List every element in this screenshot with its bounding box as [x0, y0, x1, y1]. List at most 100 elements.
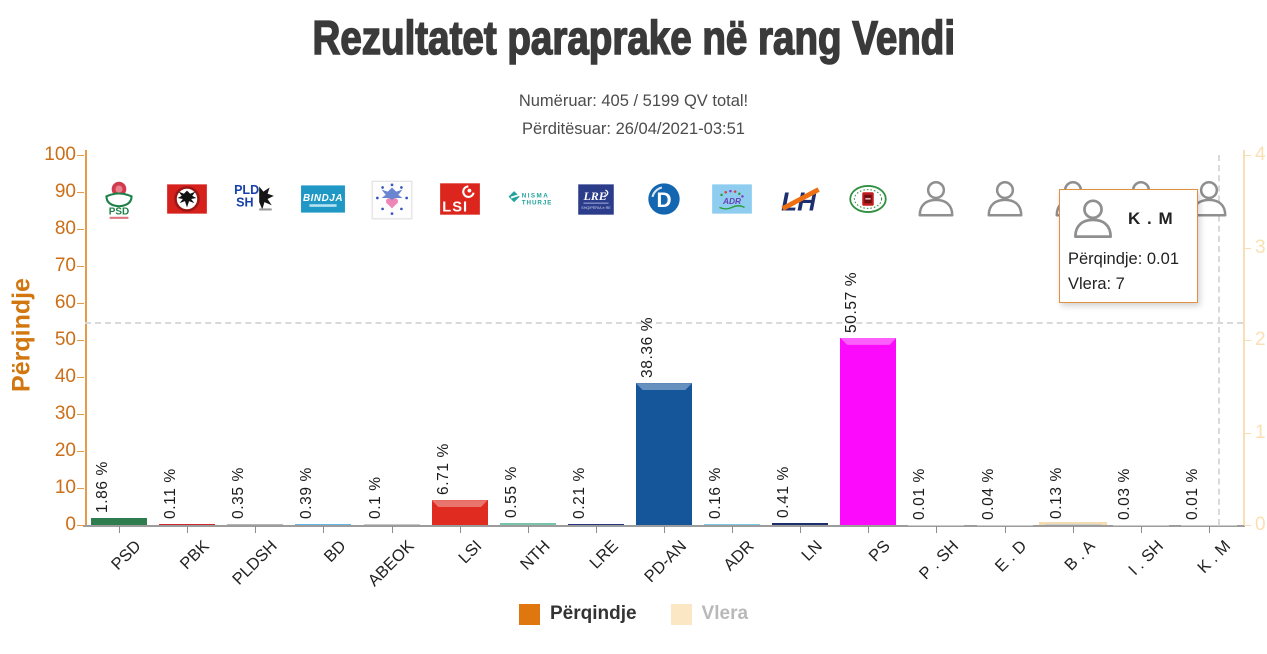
x-axis-tick-mark	[323, 526, 325, 533]
bar-i-sh[interactable]	[1112, 524, 1169, 525]
x-axis-tick-mark	[187, 526, 189, 533]
svg-text:ADR: ADR	[722, 196, 741, 206]
x-axis-tick-mark	[1004, 526, 1006, 533]
bar-value-label: 50.57 %	[843, 271, 861, 333]
svg-text:SH: SH	[236, 195, 253, 209]
bar-lre[interactable]	[567, 523, 624, 525]
bar-pd-an[interactable]	[636, 383, 692, 525]
bar-value-label: 0.21 %	[570, 466, 588, 519]
bindja-logo: BINDJA	[300, 176, 346, 222]
x-axis-tick-mark	[1072, 526, 1074, 533]
bar-value-label: 0.35 %	[230, 466, 248, 519]
y-axis-tick-mark-left	[77, 414, 84, 415]
y-axis-tick-mark-right	[1244, 340, 1251, 341]
bar-nth[interactable]	[499, 522, 556, 525]
bar-value-label: 6.71 %	[434, 443, 452, 496]
pbk-logo	[164, 176, 210, 222]
abeok-logo	[369, 176, 415, 222]
svg-text:PLD: PLD	[234, 183, 259, 197]
bar-ln[interactable]	[772, 523, 829, 525]
y-axis-tick-mark-left	[77, 266, 84, 267]
x-axis-label-p-sh: P . SH	[915, 537, 963, 584]
svg-text:THURJE: THURJE	[521, 200, 550, 207]
nisma-thurje-logo: NISMA THURJE	[505, 176, 551, 222]
cursor-crosshair-horizontal	[85, 321, 1243, 324]
avatar-icon	[1068, 194, 1118, 244]
bar-psd[interactable]	[91, 518, 148, 525]
x-axis-label-bd: BD	[320, 537, 350, 566]
updated-timestamp-text: Përditësuar: 26/04/2021-03:51	[522, 120, 745, 138]
y-axis-tick-mark-left	[77, 229, 84, 230]
avatar-icon	[913, 176, 959, 222]
bar-adr[interactable]	[704, 523, 761, 525]
y-axis-tick-mark-left	[77, 303, 84, 304]
y-axis-tick-label-right: 2	[1255, 329, 1266, 350]
bar-value-label: 0.04 %	[979, 467, 997, 520]
y-axis-tick-label-left: 20	[54, 440, 76, 461]
y-axis-tick-label-left: 0	[65, 514, 76, 535]
right-y-axis-line	[1243, 150, 1245, 527]
bar-e-d[interactable]	[976, 524, 1033, 525]
bar-ps[interactable]	[840, 337, 897, 525]
x-axis-tick-mark	[868, 526, 870, 533]
legend-swatch-vlera	[670, 603, 692, 625]
bar-pldsh[interactable]	[227, 523, 284, 525]
bar-bd[interactable]	[295, 523, 352, 525]
x-axis-tick-mark	[936, 526, 938, 533]
y-axis-tick-mark-left	[77, 525, 84, 526]
lre-logo: LRE SHQIPËRIA e RE	[573, 176, 619, 222]
x-axis-label-ln: LN	[798, 537, 826, 565]
adr-logo: ADR	[709, 176, 755, 222]
x-axis-label-k-m: K . M	[1194, 537, 1235, 577]
legend-item-vlera[interactable]: Vlera	[670, 603, 748, 625]
pldsh-logo: PLD SH	[232, 176, 278, 222]
svg-text:BINDJA: BINDJA	[303, 193, 343, 204]
ln-logo: LH	[777, 176, 823, 222]
legend-item-perqindje[interactable]: Përqindje	[518, 603, 637, 625]
svg-text:PSD: PSD	[109, 207, 129, 218]
y-axis-tick-mark-right	[1244, 155, 1251, 156]
chart-tooltip: K . M Përqindje: 0.01 Vlera: 7	[1059, 189, 1198, 303]
tooltip-perqindje-line: Përqindje: 0.01	[1068, 250, 1179, 268]
x-axis-label-lre: LRE	[586, 537, 622, 573]
y-axis-tick-label-right: 3	[1255, 236, 1266, 258]
bar-value-label: 1.86 %	[94, 461, 112, 514]
bar-k-m[interactable]	[1180, 524, 1237, 525]
x-axis-label-e-d: E . D	[991, 537, 1031, 576]
bar-value-label: 0.13 %	[1047, 466, 1065, 519]
x-axis-tick-mark	[255, 526, 257, 533]
y-axis-tick-label-right: 1	[1255, 421, 1266, 443]
bar-value-label: 0.16 %	[707, 466, 725, 519]
bar-lsi[interactable]	[431, 500, 488, 525]
x-axis-label-i-sh: I . SH	[1124, 537, 1167, 579]
svg-text:SHQIPËRIA e RE: SHQIPËRIA e RE	[581, 206, 611, 210]
bar-value-label: 0.01 %	[1183, 467, 1201, 520]
y-axis-tick-mark-left	[77, 488, 84, 489]
ps-logo	[845, 176, 891, 222]
y-axis-tick-label-left: 30	[54, 403, 76, 424]
y-axis-tick-mark-left	[77, 377, 84, 378]
pd-logo: D	[641, 176, 687, 222]
x-axis-tick-mark	[595, 526, 597, 533]
svg-text:LSI: LSI	[442, 200, 468, 216]
x-axis-label-pd-an: PD-AN	[640, 537, 690, 587]
x-axis-label-b-a: B . A	[1061, 537, 1099, 575]
x-axis-tick-mark	[1140, 526, 1142, 533]
x-axis-label-pbk: PBK	[176, 537, 213, 574]
y-axis-tick-mark-right	[1244, 525, 1251, 526]
x-axis-tick-mark	[664, 526, 665, 533]
y-axis-tick-mark-left	[77, 340, 84, 341]
bar-abeok[interactable]	[363, 523, 420, 525]
x-axis-label-pldsh: PLDSH	[229, 537, 282, 589]
y-axis-tick-label-left: 50	[54, 329, 76, 350]
x-axis-label-psd: PSD	[108, 537, 145, 574]
bar-b-a[interactable]	[1044, 523, 1101, 525]
x-axis-tick-mark	[391, 526, 393, 533]
y-axis-tick-label-left: 40	[54, 366, 76, 387]
y-axis-tick-mark-left	[77, 155, 84, 156]
tooltip-party-name: K . M	[1128, 209, 1174, 228]
svg-text:D: D	[656, 189, 671, 212]
bar-pbk[interactable]	[159, 523, 216, 525]
bar-p-sh[interactable]	[908, 524, 965, 525]
